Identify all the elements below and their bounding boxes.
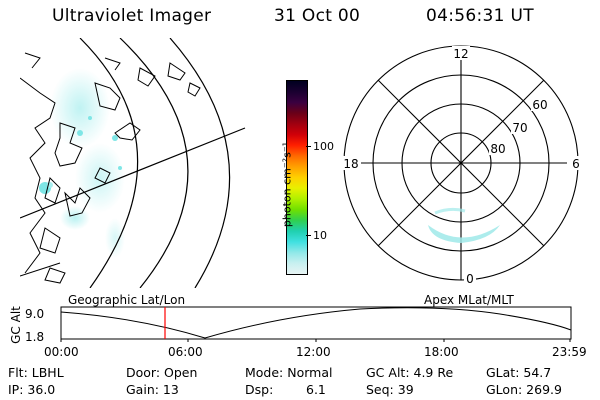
dsp-value: 6.1: [306, 382, 326, 397]
gain-info: Gain: 13: [126, 382, 179, 397]
mlt-label-top: 12: [453, 47, 468, 61]
mlt-label-left: 18: [343, 157, 358, 171]
mode-info: Mode: Normal: [245, 365, 333, 380]
longitude-line: [20, 127, 246, 219]
colorbar-tick-mark-100: [306, 146, 311, 147]
date-label: 31 Oct 00: [274, 6, 361, 26]
seq-info: Seq: 39: [366, 382, 414, 397]
instrument-title: Ultraviolet Imager: [52, 6, 212, 26]
door-info: Door: Open: [126, 365, 198, 380]
time-tick-2359: 23:59: [552, 345, 587, 359]
timeline-axis-title: GC Alt: [9, 306, 23, 344]
altitude-timeline: [60, 306, 572, 342]
glat-info: GLat: 54.7: [486, 365, 552, 380]
time-tick-1800: 18:00: [424, 345, 459, 359]
polar-plot: 12 6 18 0 60 70 80: [341, 45, 580, 285]
dsp-label: Dsp:: [245, 382, 274, 397]
geographic-label: Geographic Lat/Lon: [68, 293, 186, 307]
coastlines: [20, 52, 201, 284]
apex-label: Apex MLat/MLT: [424, 293, 514, 307]
mlat-label-70: 70: [512, 121, 527, 135]
mlt-label-right: 6: [572, 157, 580, 171]
colorbar-unit-label: photon cm⁻²s⁻¹: [280, 141, 294, 228]
mlat-label-80: 80: [490, 142, 505, 156]
flt-info: Flt: LBHL: [8, 365, 64, 380]
timeline-ytick-1-8: 1.8: [25, 330, 45, 344]
mlat-label-60: 60: [532, 98, 547, 112]
mlt-label-bottom: 0: [466, 272, 474, 285]
colorbar-tick-10: 10: [313, 229, 327, 242]
glon-info: GLon: 269.9: [486, 382, 562, 397]
gcalt-info: GC Alt: 4.9 Re: [366, 365, 454, 380]
polar-aurora-band: [428, 225, 500, 243]
latitude-arcs: [79, 38, 231, 288]
time-tick-0600: 06:00: [168, 345, 203, 359]
colorbar-gradient: [287, 81, 307, 274]
geographic-map: [20, 38, 246, 288]
time-tick-1200: 12:00: [296, 345, 331, 359]
colorbar-tick-mark-10: [306, 235, 311, 236]
timeline-ytick-9: 9.0: [25, 307, 45, 321]
ip-info: IP: 36.0: [8, 382, 56, 397]
mlt-line-diag2: [377, 79, 545, 247]
altitude-curve: [60, 307, 572, 339]
time-tick-0000: 00:00: [44, 345, 79, 359]
time-label: 04:56:31 UT: [426, 6, 534, 26]
colorbar-tick-100: 100: [313, 140, 334, 153]
colorbar: [286, 80, 308, 275]
aurora-emission: [39, 68, 125, 258]
